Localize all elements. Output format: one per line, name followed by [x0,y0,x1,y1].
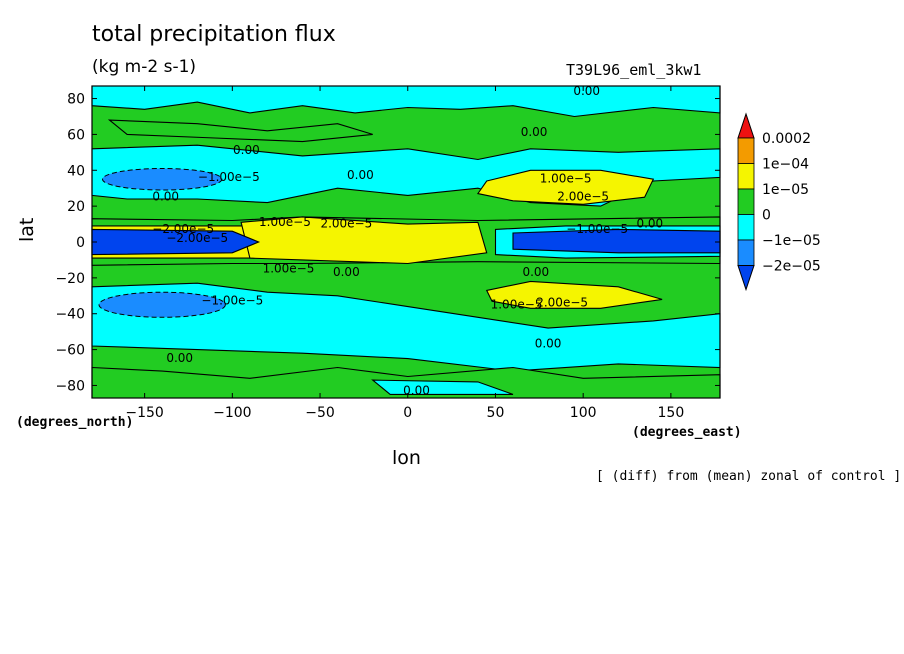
y-tick-label: −80 [55,378,85,394]
contour-label: 2.00e−5 [536,295,588,309]
y-tick-label: −40 [55,307,85,323]
contour-label: 0.00 [333,265,360,279]
region-arctic-cyan [91,85,721,118]
run-name: T39L96_eml_3kw1 [566,61,702,79]
chart-title: total precipitation flux [92,22,336,47]
contour-label: −1.00e−5 [566,222,628,236]
region-antarctic-cyan [371,379,514,395]
colorbar-arrow-bottom [737,265,755,292]
contour-label: 0.00 [166,351,193,365]
contour-label: 0.00 [636,217,663,231]
plot-area [91,85,721,399]
contour-label: 0.00 [522,265,549,279]
x-axis-title: lon [392,447,421,469]
region-north-green [107,119,373,143]
colorbar-segment [737,137,755,164]
y-tick-label: 60 [67,127,85,143]
chart-units: (kg m-2 s-1) [92,57,197,77]
y-tick-label: −20 [55,271,85,287]
x-tick-label: 100 [570,405,597,421]
contour-label: 2.00e−5 [320,217,372,231]
contour-label: 1.00e−5 [540,172,592,186]
colorbar-label: 0 [762,208,771,224]
region-north-dry [102,167,223,191]
contour-label: −1.00e−5 [201,294,263,308]
contour-label: 0.00 [573,84,600,98]
region-north-wet [476,169,655,205]
colorbar: 0.0002 1e−04 1e−05 0 −1e−05 −2e−05 [737,112,821,292]
contour-label: 0.00 [403,383,430,397]
y-unit-label: (degrees_north) [16,415,134,430]
contour-label: 0.00 [152,190,179,204]
colorbar-label: −1e−05 [762,233,821,249]
region-south-dry [98,291,226,318]
x-tick-label: −50 [305,405,335,421]
region-south-wet [485,280,663,309]
contour-label: 0.00 [521,125,548,139]
colorbar-label: 0.0002 [762,131,811,147]
contour-label: −1.00e−5 [198,170,260,184]
y-tick-label: 40 [67,163,85,179]
contour-label: 0.00 [535,337,562,351]
contour-label: 0.00 [347,168,374,182]
colorbar-label: 1e−05 [762,182,809,198]
y-axis-title: lat [16,217,38,242]
colorbar-label: 1e−04 [762,157,809,173]
x-tick-label: 0 [403,405,412,421]
x-tick-label: −100 [213,405,251,421]
x-tick-label: 50 [487,405,505,421]
contour-label: 1.00e−5 [259,215,311,229]
contour-label: −2.00e−5 [152,222,214,236]
x-tick-label: −150 [125,405,163,421]
contour-label: 0.00 [233,143,260,157]
contour-label: 2.00e−5 [557,190,609,204]
colorbar-label: −2e−05 [762,259,821,275]
colorbar-arrow-top [737,112,755,139]
contour-label: 1.00e−5 [491,297,543,311]
x-unit-label: (degrees_east) [632,425,742,440]
contour-label: 1.00e−5 [263,261,315,275]
colorbar-segment [737,188,755,215]
y-tick-label: 80 [67,92,85,108]
axes: −150 −100 −50 0 50 100 150 −80 −60 −40 −20 0 20 40 60 8… [55,86,720,421]
contour-label: −2.00e−5 [166,231,228,245]
colorbar-segment [737,239,755,266]
region-central-wet [240,216,488,265]
footnote: [ (diff) from (mean) zonal of control ] [596,469,902,484]
contour-labels: 0.00 0.00 0.00 0.00 −1.00e−5 1.00e−5 0.00 2.00e… [152,84,663,397]
x-tick-label: 150 [658,405,685,421]
y-tick-label: −60 [55,343,85,359]
y-tick-label: 0 [76,235,85,251]
y-tick-label: 20 [67,199,85,215]
colorbar-segment [737,214,755,241]
colorbar-segment [737,163,755,190]
